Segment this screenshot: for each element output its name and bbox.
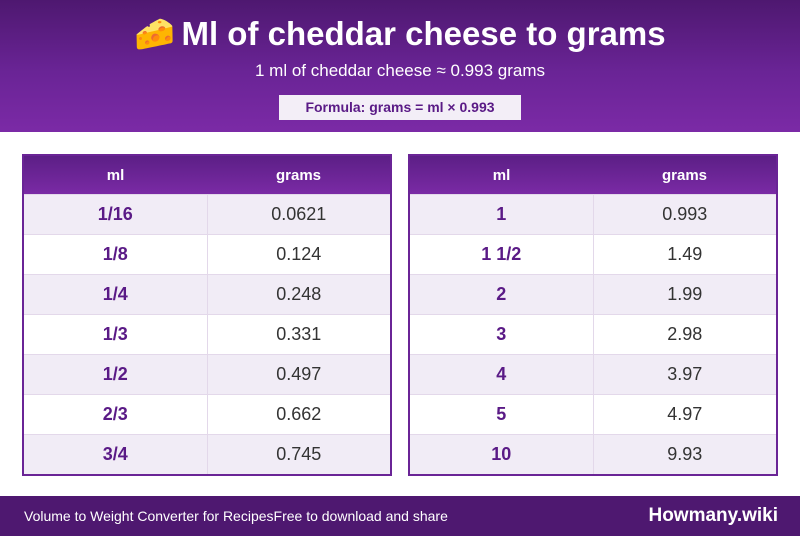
ml-cell: 1/2 [24,355,208,394]
grams-cell: 0.497 [276,364,322,384]
ml-cell: 2 [410,275,594,314]
table-row: 1/4 0.248 [24,274,390,314]
grams-cell: 9.93 [667,444,703,464]
header-banner: 🧀 Ml of cheddar cheese to grams 1 ml of c… [0,0,800,132]
ml-cell: 1/8 [24,235,208,274]
table-row: 1 1/2 1.49 [410,234,776,274]
grams-cell: 0.248 [276,284,322,304]
table-row: 1 0.993 [410,194,776,234]
column-header-grams: grams [275,166,322,184]
table-body: 1/16 0.0621 1/8 0.124 1/4 0.248 1/3 0.331 1/… [24,194,390,474]
grams-cell: 0.331 [276,324,322,344]
footer-description: Volume to Weight Converter for RecipesFr… [24,508,448,524]
grams-cell: 0.993 [662,204,708,224]
table-row: 10 9.93 [410,434,776,474]
table-row: 2/3 0.662 [24,394,390,434]
ml-cell: 1/3 [24,315,208,354]
table-row: 3/4 0.745 [24,434,390,474]
table-row: 5 4.97 [410,394,776,434]
table-header: ml grams [410,156,776,194]
column-header-ml: ml [492,166,511,184]
page-subtitle: 1 ml of cheddar cheese ≈ 0.993 grams [255,61,545,80]
table-row: 2 1.99 [410,274,776,314]
brand-logo-text[interactable]: Howmany.wiki [648,505,778,526]
table-row: 1/16 0.0621 [24,194,390,234]
grams-cell: 0.662 [276,404,322,424]
table-row: 3 2.98 [410,314,776,354]
ml-cell: 5 [410,395,594,434]
ml-cell: 1 [410,195,594,234]
grams-cell: 1.49 [667,244,703,264]
table-header: ml grams [24,156,390,194]
grams-cell: 4.97 [667,404,703,424]
formula-badge: Formula: grams = ml × 0.993 [279,95,521,120]
table-body: 1 0.993 1 1/2 1.49 2 1.99 3 2.98 4 3.97 5 4.97… [410,194,776,474]
page-title: 🧀 Ml of cheddar cheese to grams [0,14,800,54]
table-row: 1/3 0.331 [24,314,390,354]
grams-cell: 0.0621 [271,204,327,224]
ml-cell: 2/3 [24,395,208,434]
grams-cell: 0.124 [276,244,322,264]
grams-cell: 3.97 [667,364,703,384]
table-row: 1/2 0.497 [24,354,390,394]
ml-cell: 1/4 [24,275,208,314]
ml-cell: 1 1/2 [410,235,594,274]
page-title-text: Ml of cheddar cheese to grams [181,15,666,52]
footer-bar: Volume to Weight Converter for RecipesFr… [0,496,800,536]
grams-cell: 1.99 [667,284,703,304]
ml-cell: 3 [410,315,594,354]
ml-cell: 10 [410,435,594,474]
ml-cell: 1/16 [24,195,208,234]
table-row: 1/8 0.124 [24,234,390,274]
grams-cell: 0.745 [276,444,322,464]
conversion-table-left: ml grams 1/16 0.0621 1/8 0.124 1/4 0.248 1/… [22,154,392,476]
ml-cell: 4 [410,355,594,394]
table-row: 4 3.97 [410,354,776,394]
cheese-icon: 🧀 [134,15,176,52]
grams-cell: 2.98 [667,324,703,344]
column-header-grams: grams [661,166,708,184]
ml-cell: 3/4 [24,435,208,474]
column-header-ml: ml [106,166,125,184]
